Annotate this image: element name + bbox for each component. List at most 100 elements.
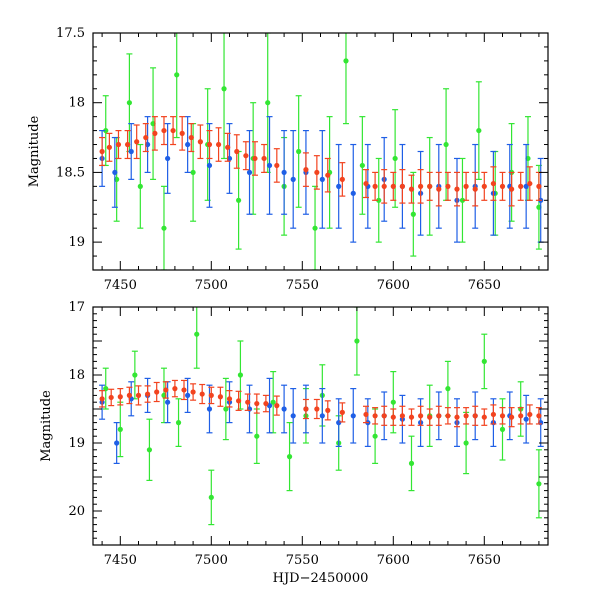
data-point — [106, 144, 112, 150]
data-point — [254, 433, 260, 439]
series-1 — [99, 377, 544, 464]
data-point — [509, 414, 515, 420]
data-point — [190, 389, 196, 395]
bottom-panel: 7450 7500 7550 7600 7650 17 18 19 20 Magnitude HJD… — [39, 300, 549, 586]
x-tick-label: 7500 — [195, 278, 228, 293]
series-0 — [102, 33, 542, 270]
data-point — [303, 167, 309, 173]
x-tick-label: 7650 — [468, 278, 501, 293]
data-point — [481, 414, 487, 420]
series-2 — [99, 379, 542, 428]
data-point — [145, 391, 151, 397]
y-tick-label: 19 — [68, 436, 85, 451]
top-panel: 7450 7500 7550 7600 7650 17.5 18 18.5 19 Magnitud… — [27, 26, 549, 293]
x-tick-label: 7500 — [195, 553, 228, 568]
data-point — [390, 414, 396, 420]
data-point — [399, 413, 405, 419]
x-tick-label: 7600 — [377, 278, 410, 293]
data-point — [481, 183, 487, 189]
data-point — [499, 183, 506, 189]
data-point — [117, 394, 123, 400]
x-tick-label: 7650 — [468, 553, 501, 568]
data-point — [179, 130, 185, 136]
y-tick-label: 20 — [68, 504, 85, 519]
data-point — [454, 414, 460, 420]
data-point — [376, 197, 382, 203]
data-point — [463, 183, 469, 189]
data-point — [199, 391, 205, 397]
data-point — [363, 411, 369, 418]
data-point — [208, 494, 214, 500]
data-point — [339, 176, 345, 182]
plot-frame — [92, 32, 549, 271]
data-point — [281, 169, 287, 176]
data-point — [319, 413, 325, 419]
x-tick-label: 7550 — [286, 553, 319, 568]
data-point — [175, 420, 182, 426]
data-point — [408, 414, 415, 420]
data-point — [246, 169, 253, 176]
data-point — [372, 413, 378, 419]
data-point — [290, 176, 296, 182]
data-point — [518, 183, 524, 189]
data-point — [372, 183, 378, 189]
y-tick-label: 19 — [68, 235, 85, 250]
data-point — [459, 197, 466, 203]
data-point — [463, 440, 469, 446]
data-point — [399, 183, 405, 189]
y-tick-label: 18 — [68, 368, 85, 383]
data-point — [114, 440, 120, 446]
data-point — [463, 413, 469, 419]
data-point — [126, 392, 132, 398]
data-point — [245, 399, 251, 405]
data-point — [185, 392, 191, 398]
y-tick-label: 18.5 — [56, 165, 85, 180]
data-point — [115, 141, 122, 148]
data-layer — [99, 33, 544, 270]
data-point — [161, 225, 167, 231]
data-point — [152, 130, 158, 136]
data-point — [132, 372, 138, 378]
x-tick-label: 7600 — [377, 553, 410, 568]
data-point — [208, 392, 214, 398]
data-point — [221, 86, 227, 92]
data-point — [418, 413, 424, 419]
data-point — [112, 169, 118, 176]
data-point — [350, 190, 356, 196]
data-point — [163, 387, 169, 393]
data-point — [490, 180, 496, 187]
data-point — [490, 411, 496, 418]
data-point — [303, 406, 309, 412]
series-2 — [99, 116, 542, 207]
data-point — [217, 394, 223, 400]
data-point — [197, 139, 203, 145]
data-point — [128, 148, 134, 155]
data-point — [254, 400, 260, 407]
x-tick-label: 7450 — [104, 553, 137, 568]
y-tick-label: 17.5 — [56, 26, 85, 41]
data-point — [165, 155, 171, 162]
data-point — [143, 134, 149, 141]
data-point — [536, 413, 542, 419]
data-point — [499, 413, 506, 419]
data-point — [206, 162, 213, 169]
data-point — [325, 172, 331, 178]
y-tick-label: 17 — [68, 300, 85, 315]
data-point — [372, 433, 378, 439]
data-layer — [99, 307, 544, 526]
data-point — [181, 387, 187, 393]
data-point — [527, 180, 533, 187]
data-point — [172, 386, 178, 392]
data-point — [481, 358, 487, 364]
data-point — [243, 153, 249, 159]
data-point — [436, 186, 442, 192]
data-point — [252, 155, 258, 162]
data-point — [509, 186, 515, 192]
x-axis-label: HJD−2450000 — [273, 571, 369, 586]
data-point — [363, 180, 369, 187]
data-point — [263, 400, 269, 407]
data-point — [206, 406, 213, 412]
data-point — [339, 409, 345, 415]
data-point — [165, 399, 171, 405]
data-point — [336, 420, 342, 426]
